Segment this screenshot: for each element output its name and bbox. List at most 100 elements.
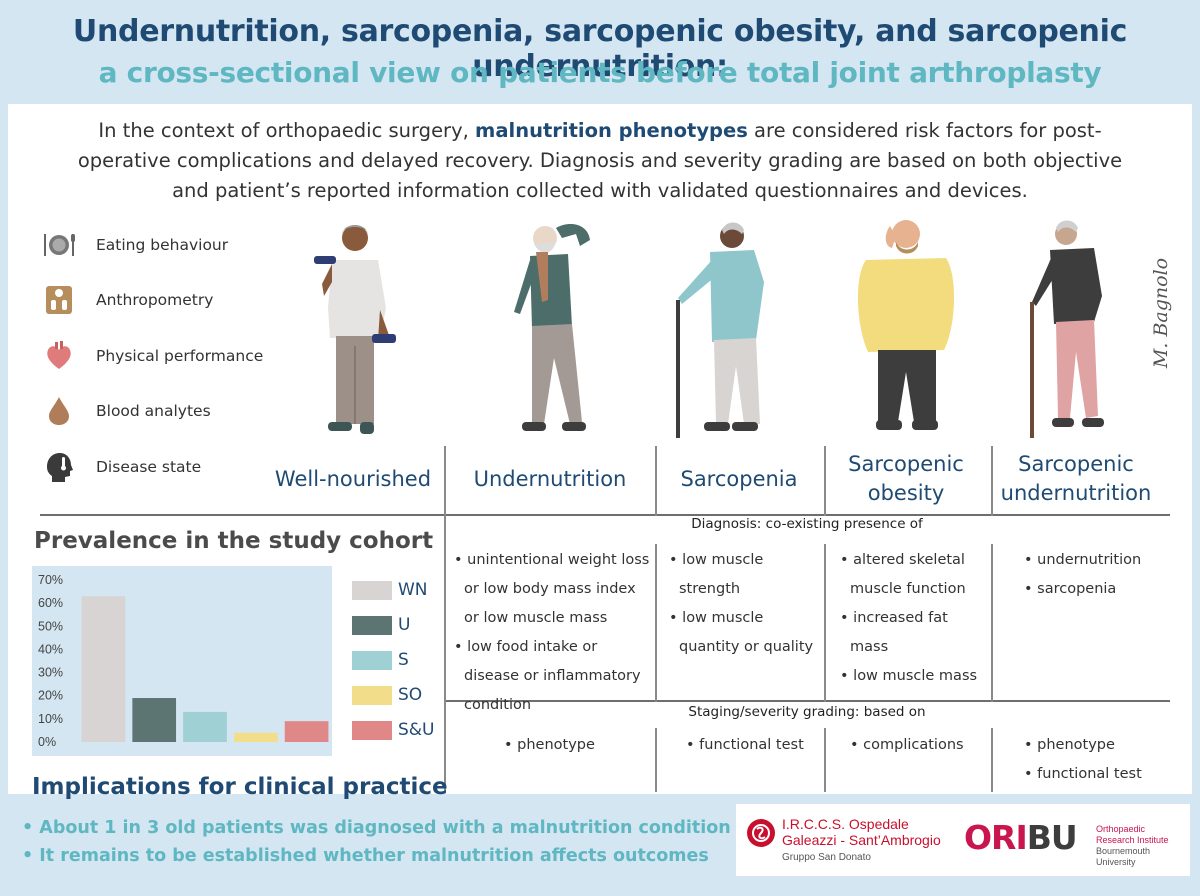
phenotype-undernutrition: Undernutrition [473, 466, 627, 491]
column-divider [991, 544, 993, 702]
legend-label: S [398, 650, 409, 670]
bar-s [183, 711, 227, 742]
column-divider [655, 728, 657, 792]
column-divider [991, 446, 993, 516]
domain-eating: Eating behaviour [40, 228, 270, 262]
legend-swatch [352, 615, 392, 635]
intro-part1: In the context of orthopaedic surgery, [98, 119, 476, 142]
column-divider [655, 446, 657, 516]
legend-label: U [398, 615, 411, 635]
diagnosis-cell-undernutrition: • unintentional weight loss or low body … [450, 546, 654, 720]
irccs-line2: Galeazzi - Sant’Ambrogio [782, 832, 941, 848]
legend-item: S [352, 650, 409, 670]
legend-item: WN [352, 580, 428, 600]
page-subtitle: a cross-sectional view on patients befor… [98, 56, 1102, 89]
phenotype-sarcopenia: Sarcopenia [680, 466, 798, 491]
column-divider [824, 728, 826, 792]
sarcopenic-obesity-figure [857, 220, 955, 430]
column-divider [824, 544, 826, 702]
legend-swatch [352, 720, 392, 740]
heart-icon [40, 341, 78, 371]
irccs-logo-text: I.R.C.C.S. Ospedale Galeazzi - Sant’Ambr… [782, 816, 941, 866]
legend-item: S&U [352, 720, 435, 740]
legend-item: SO [352, 685, 422, 705]
implication-point: • It remains to be established whether m… [22, 846, 709, 866]
y-tick-label: 30% [38, 666, 63, 680]
phenotype-sarcopenic-obesity: Sarcopenic obesity [848, 452, 964, 505]
blood-drop-icon [40, 396, 78, 426]
diagnosis-item: • low muscle quantity or quality [669, 610, 814, 655]
y-tick-label: 40% [38, 642, 63, 656]
diagnosis-cell-sarcopenic-undernutrition: • undernutrition • sarcopenia [1020, 546, 1170, 604]
bar-sandu [284, 721, 329, 742]
phenotype-sarcopenic-undernutrition: Sarcopenic undernutrition [1000, 452, 1152, 505]
signature-text: M. Bagnolo [1150, 257, 1172, 369]
irccs-logo-icon [747, 819, 775, 847]
y-tick-label: 20% [38, 689, 63, 703]
phenotype-well-nourished: Well-nourished [274, 466, 432, 491]
domain-label: Physical performance [96, 347, 264, 365]
domain-physical: Physical performance [40, 339, 270, 373]
artist-signature: M. Bagnolo [1150, 248, 1176, 378]
sarcopenia-figure [676, 222, 764, 438]
diagnosis-label: Diagnosis: co-existing presence of [691, 516, 923, 532]
oribu-ori: ORI [964, 818, 1028, 857]
diagnosis-item: • altered skeletal muscle function [840, 552, 966, 597]
legend-item: U [352, 615, 410, 635]
page-title: Undernutrition, sarcopenia, sarcopenic o… [72, 14, 1128, 84]
domain-disease: Disease state [40, 450, 270, 484]
plate-cutlery-icon [40, 230, 78, 260]
intro-highlight: malnutrition phenotypes [475, 119, 748, 142]
irccs-line1: I.R.C.C.S. Ospedale [782, 816, 909, 832]
legend-label: SO [398, 685, 423, 705]
bar-u [132, 698, 177, 742]
legend-label: S&U [398, 720, 435, 740]
logos-box: I.R.C.C.S. Ospedale Galeazzi - Sant’Ambr… [736, 804, 1190, 876]
scale-icon [40, 285, 78, 315]
oribu-bu: BU [1026, 818, 1078, 857]
staging-item: • phenotype [504, 737, 595, 753]
oribu-logo: ORIBU [964, 818, 1078, 857]
staging-cell-sarcopenic-undernutrition: • phenotype • functional test [1020, 731, 1170, 789]
staging-cell-sarcopenia: • functional test [682, 731, 822, 760]
staging-item: • phenotype [1024, 737, 1115, 753]
diagnosis-cell-sarcopenic-obesity: • altered skeletal muscle function • inc… [836, 546, 988, 691]
sarcopenic-undernutrition-figure [1030, 220, 1104, 438]
implications-title: Implications for clinical practice [32, 774, 448, 800]
intro-text: In the context of orthopaedic surgery, m… [60, 116, 1140, 206]
y-tick-label: 60% [38, 596, 63, 610]
irccs-line3: Gruppo San Donato [782, 852, 871, 863]
column-divider [655, 544, 657, 702]
diagnosis-item: • sarcopenia [1024, 581, 1117, 597]
column-divider [991, 728, 993, 792]
staging-label: Staging/severity grading: based on [688, 704, 926, 720]
divider-line [40, 514, 1170, 516]
diagnosis-item: • low muscle mass [840, 668, 978, 684]
legend-swatch [352, 650, 392, 670]
head-thermometer-icon [40, 452, 78, 482]
domain-label: Anthropometry [96, 291, 214, 309]
oribu-line3: Bournemouth University [1096, 846, 1151, 867]
staging-cell-undernutrition: • phenotype [500, 731, 650, 760]
diagnosis-item: • low food intake or disease or inflamma… [454, 639, 641, 713]
column-divider [444, 446, 446, 792]
legend-swatch [352, 580, 392, 600]
domain-label: Blood analytes [96, 402, 211, 420]
oribu-line2: Research Institute [1096, 835, 1169, 845]
staging-cell-sarcopenic-obesity: • complications [846, 731, 988, 760]
staging-item: • functional test [686, 737, 804, 753]
staging-item: • functional test [1024, 766, 1142, 782]
prevalence-title: Prevalence in the study cohort [34, 528, 434, 554]
legend-swatch [352, 685, 392, 705]
oribu-subtitle: Orthopaedic Research Institute Bournemou… [1096, 824, 1190, 868]
bar-wn [81, 596, 126, 742]
implication-point: • About 1 in 3 old patients was diagnose… [22, 818, 731, 838]
bar-so [233, 732, 278, 742]
divider-line [444, 700, 1170, 702]
staging-item: • complications [850, 737, 964, 753]
diagnosis-item: • undernutrition [1024, 552, 1142, 568]
domain-label: Eating behaviour [96, 236, 229, 254]
diagnosis-item: • low muscle strength [669, 552, 764, 597]
y-tick-label: 50% [38, 619, 63, 633]
column-divider [824, 446, 826, 516]
